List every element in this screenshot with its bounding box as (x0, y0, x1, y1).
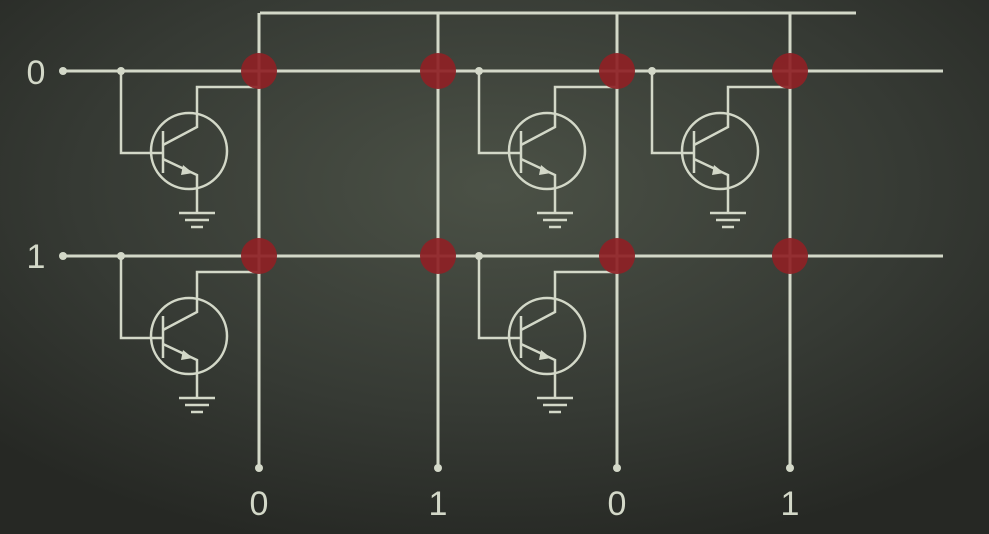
junction-nodes (241, 53, 808, 274)
transistors (117, 67, 790, 414)
row-label-1: 1 (27, 238, 46, 276)
transistor-r0-c3 (475, 67, 617, 229)
column-label-4: 1 (781, 485, 800, 523)
junction-node-r1-c4 (772, 238, 808, 274)
transistor-body (149, 111, 229, 191)
emitter-lead (520, 157, 557, 213)
transistor-body (507, 296, 587, 376)
transistor-body (507, 111, 587, 191)
emitter-lead (693, 157, 730, 213)
collector-lead (162, 270, 259, 332)
column-terminal-4 (786, 464, 794, 472)
gate-lead (477, 256, 521, 340)
column-terminal-2 (434, 464, 442, 472)
column-terminal-1 (255, 464, 263, 472)
collector-lead (520, 85, 617, 147)
junction-node-r1-c1 (241, 238, 277, 274)
junction-node-r0-c2 (420, 53, 456, 89)
emitter-arrow (539, 350, 551, 360)
transistor-r0-c4 (648, 67, 790, 229)
junction-node-r1-c2 (420, 238, 456, 274)
transistor-r0-c1 (117, 67, 259, 229)
emitter-arrow (539, 165, 551, 175)
junction-node-r0-c3 (599, 53, 635, 89)
emitter-lead (162, 157, 199, 213)
column-label-3: 0 (608, 485, 627, 523)
gate-lead (119, 256, 163, 340)
emitter-arrow (181, 350, 193, 360)
collector-lead (162, 85, 259, 147)
emitter-arrow (712, 165, 724, 175)
transistor-body (149, 296, 229, 376)
emitter-arrow (181, 165, 193, 175)
junction-node-r0-c4 (772, 53, 808, 89)
transistor-r1-c3 (475, 252, 617, 414)
gate-lead (650, 71, 694, 155)
column-terminal-3 (613, 464, 621, 472)
junction-node-r1-c3 (599, 238, 635, 274)
gate-lead (119, 71, 163, 155)
transistor-r1-c1 (117, 252, 259, 414)
row-terminal-1 (59, 252, 67, 260)
column-label-2: 1 (429, 485, 448, 523)
junction-node-r0-c1 (241, 53, 277, 89)
emitter-lead (162, 342, 199, 398)
collector-lead (693, 85, 790, 147)
collector-lead (520, 270, 617, 332)
row-terminal-0 (59, 67, 67, 75)
transistor-body (680, 111, 760, 191)
gate-lead (477, 71, 521, 155)
emitter-lead (520, 342, 557, 398)
column-label-1: 0 (250, 485, 269, 523)
row-label-0: 0 (27, 54, 46, 92)
